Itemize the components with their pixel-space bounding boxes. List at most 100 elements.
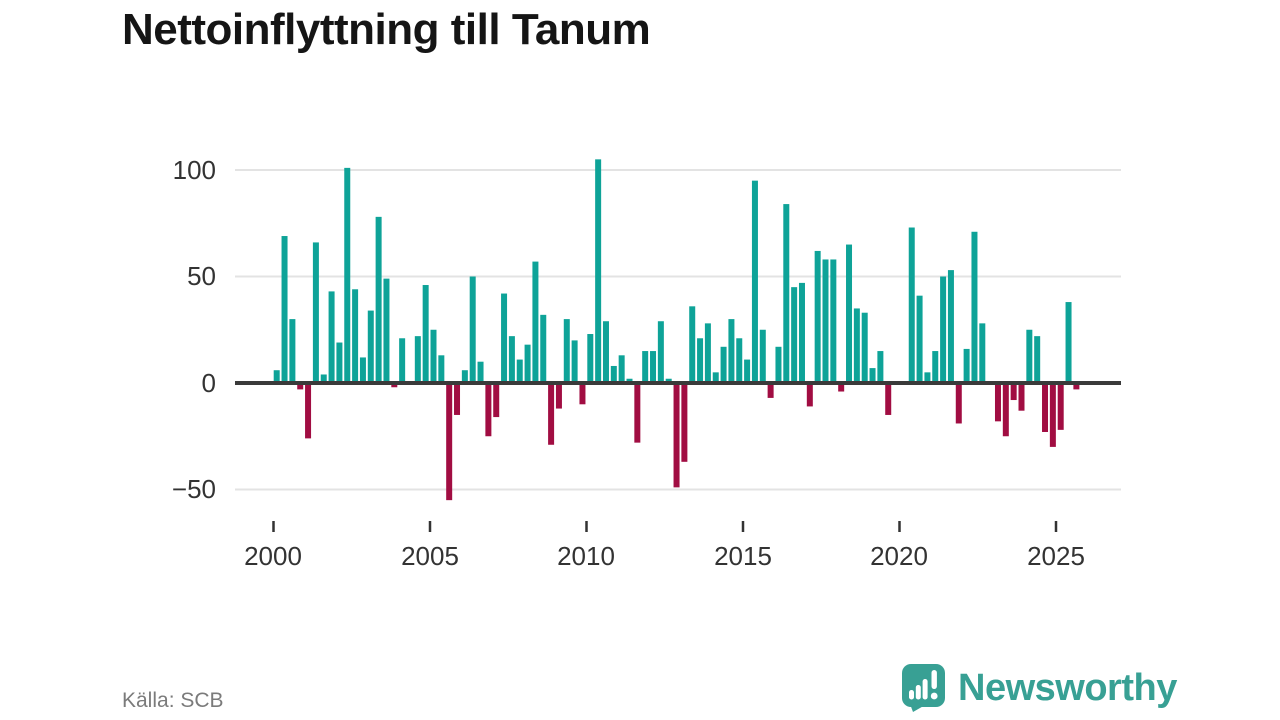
bar (1002, 383, 1009, 437)
bar (508, 336, 515, 383)
bar (587, 334, 594, 383)
bar (940, 276, 947, 383)
bar (610, 365, 617, 383)
x-axis-tick-label: 2000 (244, 541, 302, 571)
bar (681, 383, 688, 462)
newsworthy-wordmark: Newsworthy (958, 667, 1177, 709)
bar (916, 295, 923, 383)
bar (728, 319, 735, 383)
bar (383, 278, 390, 383)
bar (704, 323, 711, 383)
x-axis-tick-label: 2025 (1027, 541, 1085, 571)
bar (1034, 336, 1041, 383)
bar (665, 378, 672, 383)
bar (273, 370, 280, 383)
chart-title: Nettoinflyttning till Tanum (122, 5, 651, 54)
bar (994, 383, 1001, 422)
bar (798, 282, 805, 383)
bar (885, 383, 892, 415)
bar (312, 242, 319, 383)
bar (501, 293, 508, 383)
y-axis-tick-label: −50 (171, 474, 216, 504)
bar (1018, 383, 1025, 411)
x-axis-tick-label: 2020 (870, 541, 928, 571)
bar (1073, 383, 1080, 390)
bar (563, 319, 570, 383)
bar (399, 338, 406, 383)
x-axis-tick-label: 2010 (557, 541, 615, 571)
bar (963, 348, 970, 383)
bar (626, 378, 633, 383)
bar (955, 383, 962, 424)
bar (1026, 329, 1033, 383)
bar (712, 372, 719, 383)
y-axis-tick-label: 50 (187, 261, 216, 291)
bar (532, 261, 539, 383)
bar (744, 359, 751, 383)
bar (1057, 383, 1064, 430)
bar (352, 289, 359, 383)
bar (493, 383, 500, 418)
bar (461, 370, 468, 383)
bar (861, 312, 868, 383)
bar (853, 308, 860, 383)
bar (359, 357, 366, 383)
bar (446, 383, 453, 501)
bar (391, 383, 398, 388)
bar (838, 383, 845, 392)
bar (485, 383, 492, 437)
bar (673, 383, 680, 488)
bar (595, 159, 602, 383)
bar (289, 319, 296, 383)
bar (469, 276, 476, 383)
source-note: Källa: SCB (122, 689, 224, 712)
bar (571, 340, 578, 383)
bar (822, 259, 829, 383)
bar (642, 351, 649, 383)
bar (524, 344, 531, 383)
x-axis-tick-label: 2015 (714, 541, 772, 571)
bar (697, 338, 704, 383)
bar (877, 351, 884, 383)
bar (979, 323, 986, 383)
bar (736, 338, 743, 383)
y-axis-tick-label: 0 (201, 368, 216, 398)
bar (869, 368, 876, 383)
x-axis-tick-label: 2005 (401, 541, 459, 571)
bar (336, 342, 343, 383)
bar (430, 329, 437, 383)
bar (689, 306, 696, 383)
bar (971, 231, 978, 383)
bar (814, 250, 821, 383)
bar (924, 372, 931, 383)
bar (1065, 302, 1072, 383)
bar (846, 244, 853, 383)
bar (375, 216, 382, 383)
bar (618, 355, 625, 383)
bar (328, 291, 335, 383)
newsworthy-logo[interactable]: Newsworthy (901, 663, 1177, 713)
bar (320, 374, 327, 383)
bar (908, 227, 915, 383)
bar (344, 167, 351, 383)
bar (548, 383, 555, 445)
bar (367, 310, 374, 383)
bar (281, 236, 288, 383)
bar (297, 383, 304, 390)
bar (1010, 383, 1017, 401)
y-axis-tick-label: 100 (172, 155, 216, 185)
bar (555, 383, 562, 409)
bar (759, 329, 766, 383)
bar (830, 259, 837, 383)
bar (634, 383, 641, 443)
bar (540, 314, 547, 383)
bar (650, 351, 657, 383)
bar (767, 383, 774, 398)
bar (783, 204, 790, 383)
bar (791, 287, 798, 383)
bar (454, 383, 461, 415)
newsworthy-logo-icon (902, 664, 945, 712)
bar (751, 180, 758, 383)
